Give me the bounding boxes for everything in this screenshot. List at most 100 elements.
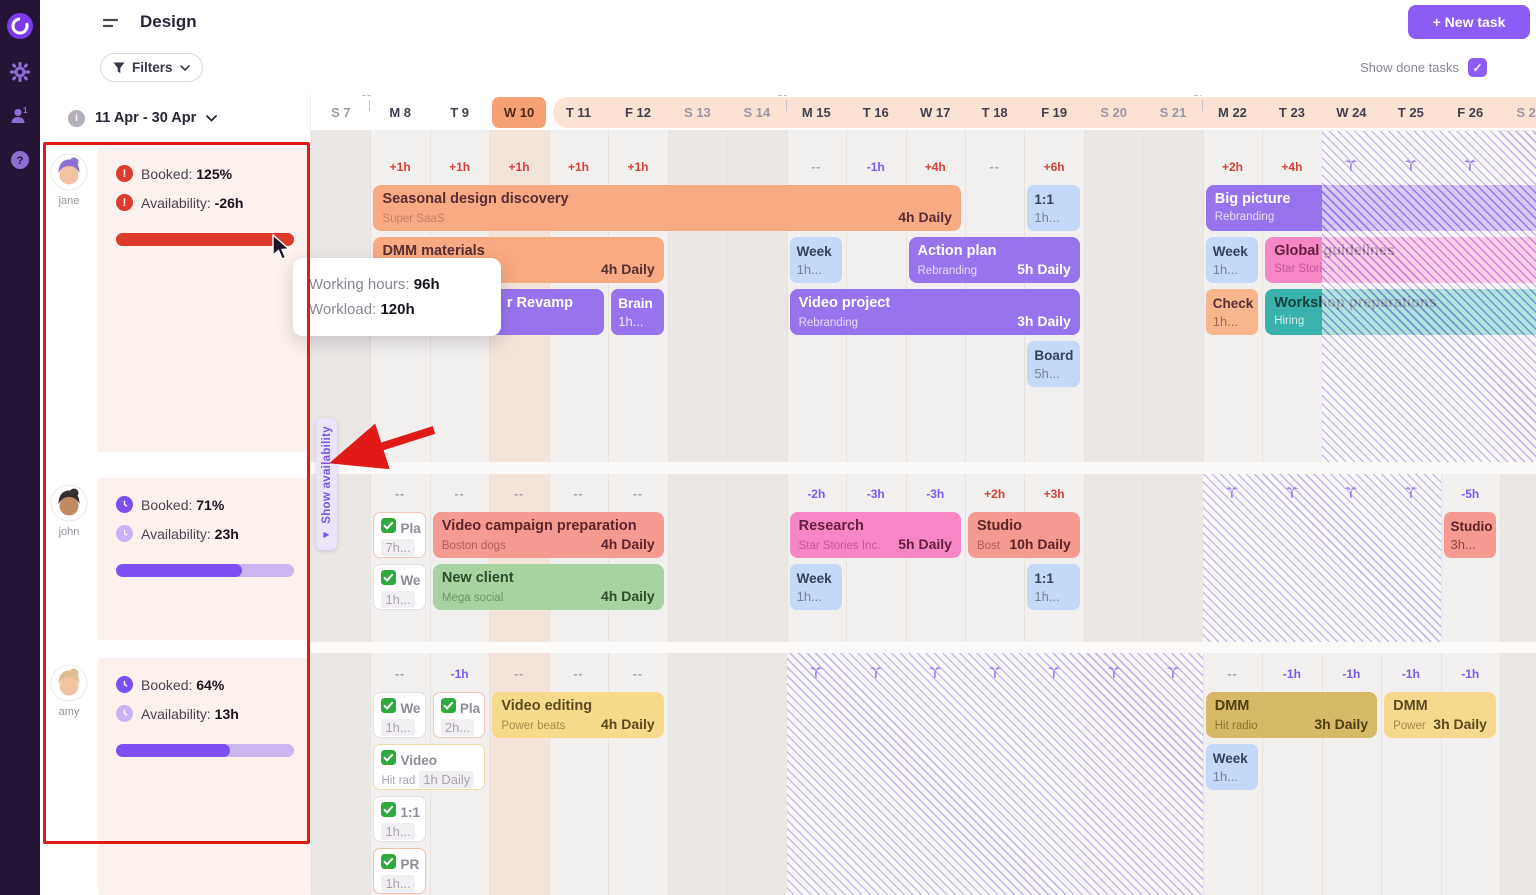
task-bar[interactable]: Board 5h... xyxy=(1027,341,1080,387)
tooltip-working-hours: Working hours: 96h xyxy=(309,276,440,293)
day-header-cell[interactable]: S 13 xyxy=(684,105,711,120)
capacity-label: +1h xyxy=(508,160,530,174)
info-icon[interactable]: i xyxy=(68,109,85,127)
done-check-icon xyxy=(440,698,456,718)
task-bar[interactable]: Action plan Rebranding 5h Daily xyxy=(908,237,1080,283)
task-bar[interactable]: New client Mega social 4h Daily xyxy=(432,564,664,610)
task-title: DMM xyxy=(1214,698,1250,714)
day-header-cell[interactable]: S 7 xyxy=(330,105,351,120)
done-task-card[interactable]: We 1h... xyxy=(373,564,426,610)
view-switcher-icon[interactable] xyxy=(102,16,122,37)
palm-vacation-icon xyxy=(1404,158,1418,177)
avatar-zone: john xyxy=(40,478,98,640)
gear-icon[interactable] xyxy=(0,62,40,82)
day-header-cell[interactable]: F 12 xyxy=(624,105,651,120)
booking-progress-bar[interactable] xyxy=(116,744,294,757)
day-header-cell[interactable]: W 24 xyxy=(1336,105,1367,120)
capacity-label: -1h xyxy=(1401,667,1420,681)
task-hours: 1h... xyxy=(1212,314,1239,329)
day-header-cell[interactable]: T 16 xyxy=(862,105,889,120)
task-bar[interactable]: Week 1h... xyxy=(1205,237,1259,283)
day-header-cell[interactable]: W 17 xyxy=(920,105,951,120)
task-bar[interactable]: Video project Rebranding 3h Daily xyxy=(789,289,1080,335)
done-check-icon xyxy=(381,570,397,590)
task-hours: 1h Daily xyxy=(419,771,475,788)
day-header-cell[interactable]: W 10 xyxy=(492,97,546,128)
capacity-label: -2h xyxy=(807,487,826,501)
day-header-cell[interactable]: F 26 xyxy=(1457,105,1484,120)
grid-line xyxy=(1143,130,1144,895)
date-range-selector[interactable]: i 11 Apr - 30 Apr xyxy=(68,109,218,127)
task-bar[interactable]: Brain 1h... xyxy=(611,289,664,335)
day-header-cell[interactable]: M 22 xyxy=(1218,105,1247,120)
day-header-cell[interactable]: T 11 xyxy=(565,105,592,120)
capacity-label: +1h xyxy=(627,160,649,174)
task-bar[interactable]: DMM Power 3h Daily xyxy=(1384,692,1496,738)
task-bar[interactable]: Research Star Stories Inc. 5h Daily xyxy=(789,512,961,558)
chevron-down-icon xyxy=(179,64,190,71)
show-done-tasks-toggle[interactable]: Show done tasks ✓ xyxy=(1360,58,1488,77)
help-icon[interactable]: ? xyxy=(0,150,40,170)
day-header-cell[interactable]: S 27 xyxy=(1516,105,1536,120)
task-bar[interactable]: Week 1h... xyxy=(1205,744,1259,790)
booking-progress-bar[interactable] xyxy=(116,233,294,246)
svg-text:?: ? xyxy=(17,155,24,167)
task-bar[interactable]: Video campaign preparation Boston dogs 4h … xyxy=(432,512,664,558)
grid-line xyxy=(370,130,371,895)
done-task-card[interactable]: PR 1h... xyxy=(373,848,426,894)
task-hours: 3h... xyxy=(1450,537,1476,552)
new-task-button[interactable]: + New task xyxy=(1408,5,1530,39)
task-bar[interactable]: DMM Hit radio 3h Daily xyxy=(1205,692,1378,738)
task-subtitle: Rebranding xyxy=(1214,211,1275,223)
day-header-cell[interactable]: S 20 xyxy=(1100,105,1127,120)
booking-progress-bar[interactable] xyxy=(116,564,294,577)
task-title: Studio xyxy=(976,518,1023,534)
task-subtitle: Super SaaS xyxy=(382,213,445,225)
task-title: Week xyxy=(796,244,832,259)
filters-button[interactable]: Filters xyxy=(100,53,203,82)
task-subtitle: Power beats xyxy=(501,720,566,732)
logo-icon[interactable] xyxy=(0,12,40,40)
done-task-card[interactable]: Pla 2h... xyxy=(432,692,486,738)
done-task-card[interactable]: Video Hit rad 1h Daily xyxy=(373,744,486,790)
task-bar[interactable]: Check 1h... xyxy=(1205,289,1259,335)
capacity-label: -- xyxy=(1227,667,1238,681)
day-header-cell[interactable]: T 9 xyxy=(450,105,469,120)
day-header-cell[interactable]: S 21 xyxy=(1159,105,1187,120)
vacation-hatch xyxy=(1202,474,1441,642)
task-bar[interactable]: Studio 3h... xyxy=(1443,512,1496,558)
task-title: Check xyxy=(1212,296,1254,311)
task-bar[interactable]: Studio Bost 10h Daily xyxy=(967,512,1080,558)
task-hours: 1h... xyxy=(1212,262,1239,277)
team-icon[interactable]: 1 xyxy=(0,106,40,126)
capacity-label: +3h xyxy=(1043,487,1065,501)
task-bar[interactable]: Seasonal design discovery Super SaaS 4h Da… xyxy=(373,185,961,231)
task-subtitle: Power xyxy=(1393,720,1426,732)
day-header-cell[interactable]: M 8 xyxy=(389,105,411,120)
task-bar[interactable]: 1:1 1h... xyxy=(1027,185,1080,231)
day-header-cell[interactable]: T 23 xyxy=(1278,105,1305,120)
done-task-card[interactable]: We 1h... xyxy=(373,692,426,738)
capacity-label: -3h xyxy=(866,487,885,501)
member-name: john xyxy=(58,526,80,538)
task-title: Board xyxy=(1034,348,1074,363)
day-header-cell[interactable]: S 14 xyxy=(743,105,771,120)
task-bar[interactable]: Video editing Power beats 4h Daily xyxy=(492,692,664,738)
palm-vacation-icon xyxy=(1344,158,1358,177)
availability-line: Availability: 13h xyxy=(116,705,239,722)
day-header-cell[interactable]: T 25 xyxy=(1397,105,1424,120)
task-bar[interactable]: Week 1h... xyxy=(789,564,843,610)
show-done-tasks-checkbox[interactable]: ✓ xyxy=(1468,58,1488,77)
tooltip-workload: Workload: 120h xyxy=(309,301,415,318)
done-task-card[interactable]: Pla 7h... xyxy=(373,512,426,558)
day-header-cell[interactable]: F 19 xyxy=(1041,105,1068,120)
day-header-cell[interactable]: M 15 xyxy=(801,105,831,120)
task-hours: 1h... xyxy=(796,589,822,604)
task-schedule: 4h Daily xyxy=(600,536,655,552)
task-bar[interactable]: 1:1 1h... xyxy=(1027,564,1080,610)
done-task-card[interactable]: 1:1 1h... xyxy=(373,796,426,842)
day-header-cell[interactable]: T 18 xyxy=(981,105,1008,120)
show-availability-tab[interactable]: Show availability ▶ xyxy=(316,418,337,550)
task-bar[interactable]: Week 1h... xyxy=(789,237,843,283)
task-schedule: 4h Daily xyxy=(600,588,655,604)
